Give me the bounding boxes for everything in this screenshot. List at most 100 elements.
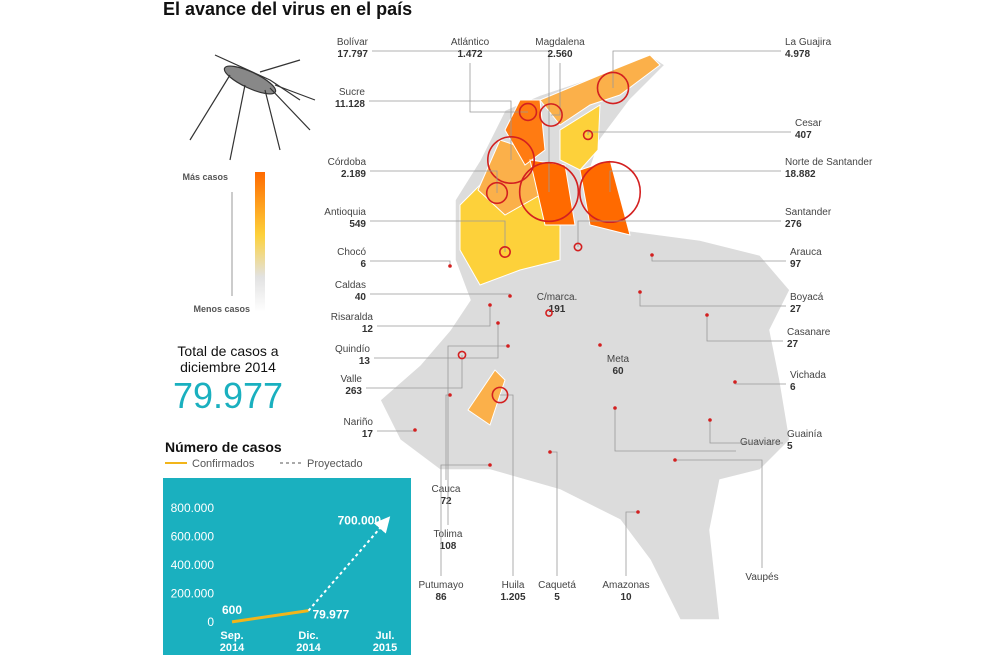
department-cases: 191 xyxy=(549,304,566,315)
case-circle xyxy=(578,160,642,224)
department-name: Putumayo xyxy=(418,580,463,591)
leader-line xyxy=(675,459,763,568)
department-name: Atlántico xyxy=(451,37,490,48)
department-cases: 108 xyxy=(440,541,457,552)
department-cases: 13 xyxy=(359,356,371,367)
department-name: Cauca xyxy=(432,484,461,495)
department-cases: 40 xyxy=(355,292,367,303)
department-cases: 72 xyxy=(440,496,452,507)
leader-line xyxy=(625,511,638,576)
leader-line xyxy=(469,63,528,113)
location-dot xyxy=(673,458,677,462)
department-cases: 86 xyxy=(435,592,447,603)
y-tick-label: 800.000 xyxy=(171,501,215,515)
department-cases: 5 xyxy=(787,441,793,452)
case-dot xyxy=(650,253,654,257)
chart-title: Número de casos xyxy=(165,439,282,455)
y-tick-label: 600.000 xyxy=(171,530,215,544)
department-cases: 6 xyxy=(790,382,796,393)
department-name: Huila xyxy=(502,580,525,591)
case-circle xyxy=(545,309,553,317)
leader-line xyxy=(374,323,499,359)
department-cases: 17.797 xyxy=(337,49,368,60)
department-cases: 549 xyxy=(349,219,366,230)
value-label: 600 xyxy=(222,603,242,617)
department-cases: 5 xyxy=(554,592,560,603)
department-cases: 11.128 xyxy=(335,99,365,110)
department-name: Santander xyxy=(785,207,832,218)
case-dot xyxy=(638,290,642,294)
department-name: Chocó xyxy=(337,247,366,258)
case-dot xyxy=(705,313,709,317)
department-cases: 407 xyxy=(795,130,812,141)
case-circle xyxy=(539,103,563,127)
scale-low: Menos casos xyxy=(193,304,250,314)
department-name: La Guajira xyxy=(785,37,832,48)
department-cases: 27 xyxy=(790,304,802,315)
y-tick-label: 400.000 xyxy=(171,558,215,572)
case-dot xyxy=(413,428,417,432)
leader-line xyxy=(370,260,451,266)
total-box: Total de casos a diciembre 2014 79.977 xyxy=(163,343,293,423)
department-cases: 1.205 xyxy=(500,592,525,603)
leader-line xyxy=(377,305,491,327)
department-cases: 18.882 xyxy=(785,169,816,180)
series-line xyxy=(307,516,391,612)
department-name: Boyacá xyxy=(790,292,824,303)
x-tick-label: Dic. 2014 xyxy=(296,630,321,654)
series-line xyxy=(231,609,309,624)
case-dot xyxy=(508,294,512,298)
legend-label: Confirmados xyxy=(192,458,255,470)
case-circle xyxy=(582,129,594,141)
value-label: 79.977 xyxy=(313,608,350,622)
leader-line xyxy=(370,220,506,252)
case-circle xyxy=(499,246,511,258)
department-name: Caquetá xyxy=(538,580,576,591)
case-dot xyxy=(733,380,737,384)
leader-line xyxy=(372,50,550,192)
chart-bg xyxy=(163,478,411,655)
total-label: Total de casos a diciembre 2014 xyxy=(177,343,279,375)
y-tick-label: 0 xyxy=(207,615,214,629)
department-name: Quindío xyxy=(335,344,370,355)
leader-line xyxy=(587,131,791,135)
mosquito xyxy=(189,54,316,161)
department-name: Risaralda xyxy=(331,312,374,323)
leader-line xyxy=(706,315,783,342)
case-circle xyxy=(485,181,509,205)
leader-line xyxy=(639,292,786,307)
case-circle xyxy=(573,242,583,252)
department-name: Vichada xyxy=(790,370,826,381)
case-dot xyxy=(636,510,640,514)
leader-line xyxy=(550,451,558,576)
case-circle xyxy=(486,135,536,185)
leader-line xyxy=(609,170,781,192)
case-dot xyxy=(448,393,452,397)
leader-line xyxy=(614,408,736,452)
leader-line xyxy=(440,464,490,576)
department-name: Vaupés xyxy=(745,572,778,583)
department-name: Caldas xyxy=(335,280,366,291)
leader-line xyxy=(500,394,514,576)
department-name: Antioquia xyxy=(324,207,366,218)
case-dot xyxy=(506,344,510,348)
department-name: Guaviare xyxy=(740,437,781,448)
department-name: Bolívar xyxy=(337,37,369,48)
department-name: Sucre xyxy=(339,87,366,98)
case-dot xyxy=(488,463,492,467)
department-cases: 4.978 xyxy=(785,49,810,60)
case-circle xyxy=(518,161,580,223)
case-dot xyxy=(488,303,492,307)
department-cases: 17 xyxy=(362,429,374,440)
department-name: Amazonas xyxy=(602,580,649,591)
scale-high: Más casos xyxy=(182,172,228,182)
leader-line xyxy=(551,63,561,116)
leader-line xyxy=(651,255,786,262)
department-cases: 27 xyxy=(787,339,799,350)
location-dot xyxy=(613,406,617,410)
leader-line xyxy=(612,50,781,88)
total-value: 79.977 xyxy=(172,375,284,416)
department-cases: 60 xyxy=(612,366,624,377)
